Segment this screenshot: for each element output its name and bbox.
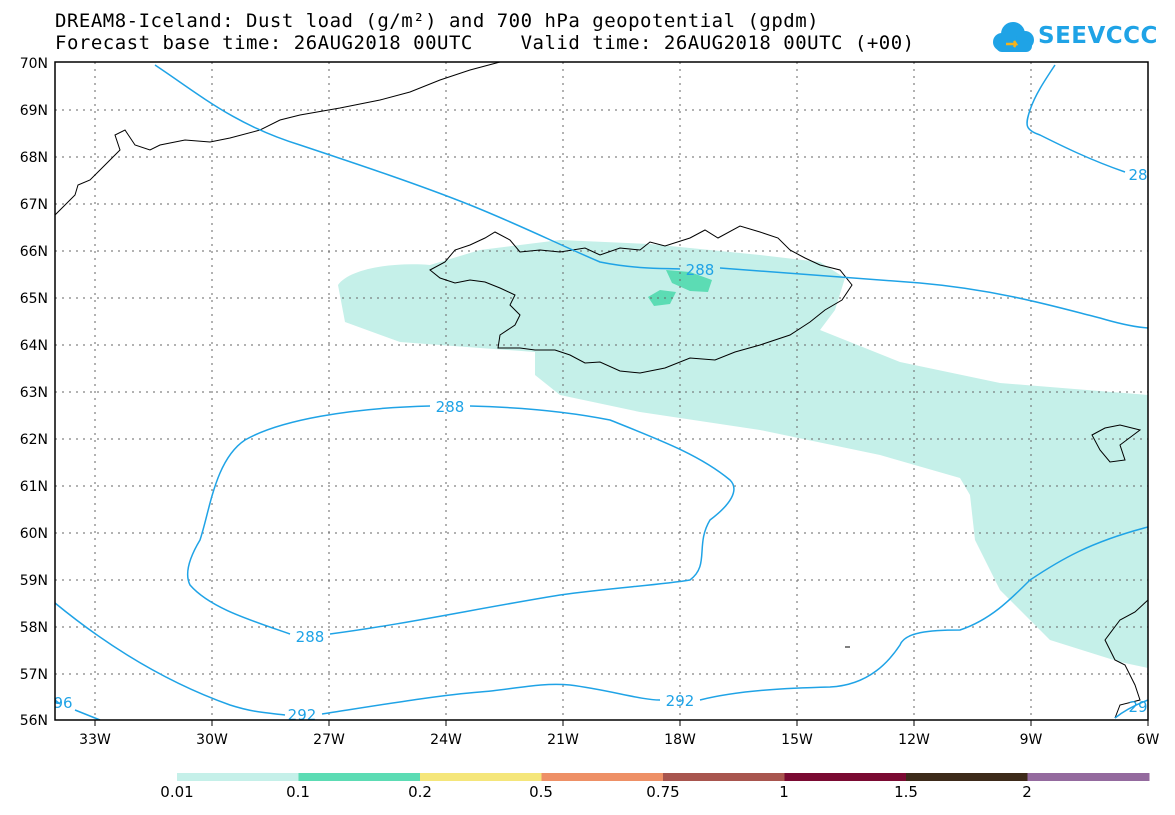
lon-label: 9W: [1020, 732, 1043, 748]
lat-label: 64N: [20, 338, 48, 354]
contour-28-right: [1026, 64, 1126, 173]
colorbar-label: 2: [1022, 783, 1032, 801]
colorbar: [177, 773, 1150, 781]
lon-label: 30W: [196, 732, 228, 748]
colorbar-label: 0.01: [160, 783, 194, 801]
lat-label: 65N: [20, 291, 48, 307]
map-title: DREAM8-Iceland: Dust load (g/m²) and 700…: [55, 10, 820, 32]
dust-plume-low: [338, 240, 1148, 668]
contour-288-ring: [187, 405, 735, 635]
scotland-coast: [1104, 599, 1149, 719]
lon-label: 33W: [79, 732, 111, 748]
contour-29-br: [1114, 699, 1149, 719]
dust-patch-mid-1: [666, 270, 712, 292]
lat-label: 66N: [20, 244, 48, 260]
colorbar-label: 0.2: [408, 783, 432, 801]
dust-load-shading: [338, 240, 1148, 668]
seevccc-logo-icon: [993, 22, 1034, 52]
iceland-coast: [429, 225, 853, 374]
colorbar-swatch: [663, 773, 785, 781]
lon-label: 15W: [781, 732, 813, 748]
contour-296: [54, 699, 101, 721]
map-frame: [54, 61, 1149, 721]
coastlines: [54, 61, 1149, 719]
colorbar-swatch: [906, 773, 1028, 781]
contour-label-288-top: 288: [436, 398, 465, 416]
greenland-coast: [54, 61, 501, 216]
graticule: [55, 62, 1148, 720]
lat-label: 59N: [20, 573, 48, 589]
latitude-labels: 70N 69N 68N 67N 66N 65N 64N 63N 62N 61N …: [20, 56, 48, 729]
lat-label: 57N: [20, 667, 48, 683]
colorbar-swatch: [420, 773, 542, 781]
colorbar-swatch: [1027, 773, 1150, 781]
lat-label: 67N: [20, 197, 48, 213]
colorbar-swatch: [784, 773, 907, 781]
contour-288-north: [154, 64, 1149, 329]
lon-label: 21W: [547, 732, 579, 748]
colorbar-label: 0.1: [286, 783, 310, 801]
longitude-labels: 33W 30W 27W 24W 21W 18W 15W 12W 9W 6W: [79, 732, 1159, 748]
lon-label: 6W: [1137, 732, 1160, 748]
contour-label-292-left: 292: [288, 706, 317, 724]
logo-text: SEEVCCC: [1038, 23, 1158, 49]
lat-label: 58N: [20, 620, 48, 636]
lat-label: 62N: [20, 432, 48, 448]
contour-label-288-bottom: 288: [296, 628, 325, 646]
contour-label-28: 28: [1128, 166, 1147, 184]
lat-label: 61N: [20, 479, 48, 495]
geopotential-contours: [54, 64, 1149, 721]
contour-label-296: 96: [53, 694, 72, 712]
lon-label: 27W: [313, 732, 345, 748]
map-subtitle: Forecast base time: 26AUG2018 00UTC Vali…: [55, 32, 915, 54]
contour-label-29: 29: [1128, 698, 1147, 716]
lat-label: 70N: [20, 56, 48, 72]
lon-label: 18W: [664, 732, 696, 748]
contour-label-292-mid: 292: [666, 692, 695, 710]
faroe-coast: [1091, 424, 1142, 463]
colorbar-swatch: [541, 773, 664, 781]
lat-label: 56N: [20, 713, 48, 729]
colorbar-swatch: [177, 773, 299, 781]
lat-label: 69N: [20, 103, 48, 119]
lat-label: 63N: [20, 385, 48, 401]
colorbar-swatch: [298, 773, 421, 781]
lat-label: 68N: [20, 150, 48, 166]
lon-label: 12W: [898, 732, 930, 748]
contour-label-288-iceland: 288: [686, 261, 715, 279]
colorbar-label: 0.5: [529, 783, 553, 801]
dust-patch-mid-2: [648, 290, 676, 306]
contour-292: [54, 526, 1149, 716]
lon-label: 24W: [430, 732, 462, 748]
colorbar-label: 1: [779, 783, 789, 801]
colorbar-label: 1.5: [894, 783, 918, 801]
lat-label: 60N: [20, 526, 48, 542]
axis-ticks: [94, 720, 1149, 726]
colorbar-label: 0.75: [646, 783, 680, 801]
